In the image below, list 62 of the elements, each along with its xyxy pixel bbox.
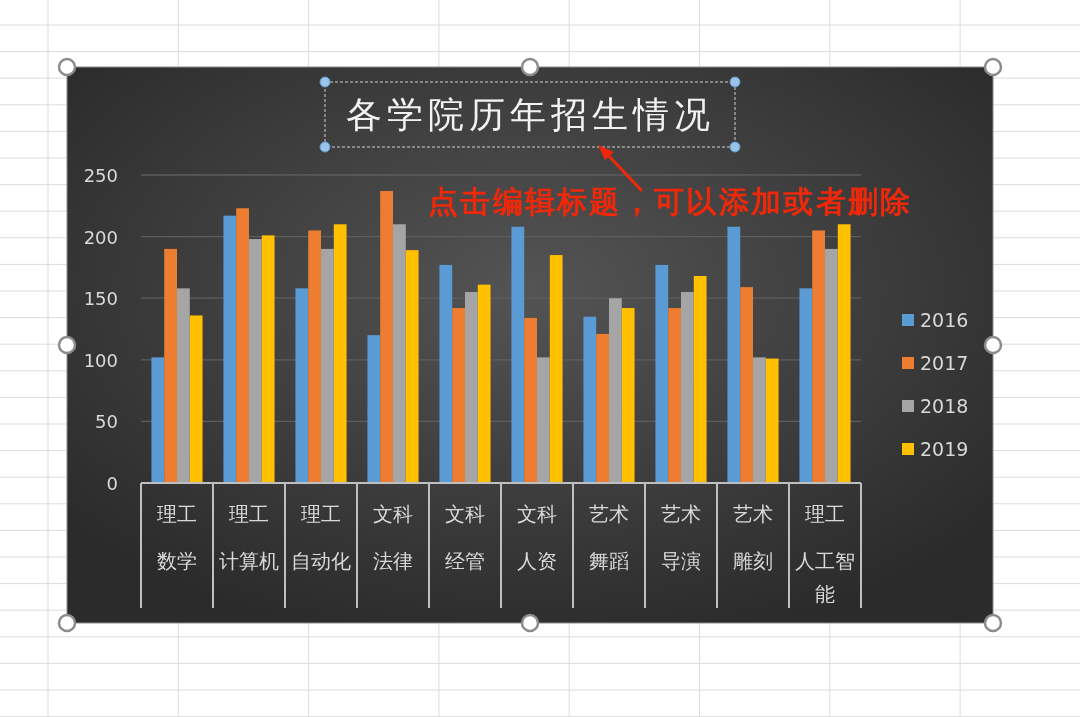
x-tick-label: 理工数学 (157, 502, 197, 573)
x-tick-label: 理工自动化 (291, 502, 351, 573)
x-tick-label: 艺术舞蹈 (589, 502, 629, 573)
legend-label: 2019 (920, 438, 969, 460)
legend-label: 2017 (920, 352, 969, 374)
bar (333, 224, 347, 483)
bar (177, 288, 190, 483)
bar (164, 248, 177, 483)
bar (609, 298, 622, 483)
bar (189, 315, 203, 483)
bar (753, 357, 766, 483)
bar (740, 287, 753, 483)
y-tick-label: 150 (83, 287, 118, 309)
annotation: 点击编辑标题，可以添加或者删除 (428, 183, 913, 219)
x-tick-label: 文科法律 (373, 502, 413, 573)
bar (837, 224, 851, 483)
legend-label: 2018 (920, 395, 969, 417)
bar (693, 276, 707, 483)
bar (812, 230, 825, 483)
bar (477, 284, 491, 483)
x-tick-label: 文科经管 (445, 502, 485, 573)
bar (295, 288, 309, 483)
x-tick-label: 艺术导演 (661, 502, 701, 573)
bar (249, 239, 262, 483)
x-tick-label: 理工计算机 (219, 502, 279, 573)
bar (380, 191, 393, 483)
bar (439, 264, 453, 483)
bar (799, 288, 813, 483)
bar (261, 235, 275, 483)
bar (308, 230, 321, 483)
y-tick-label: 200 (83, 226, 118, 248)
bar (765, 358, 779, 483)
bar (727, 226, 741, 483)
bar (223, 215, 237, 483)
y-tick-label: 250 (83, 164, 118, 186)
bar (537, 357, 550, 483)
bar (524, 317, 537, 483)
bar (367, 335, 381, 483)
bar (452, 308, 465, 483)
bar (465, 292, 478, 483)
y-tick-label: 50 (95, 410, 118, 432)
bar (621, 308, 635, 483)
bar (393, 224, 406, 483)
bar (681, 292, 694, 483)
chart-title: 各学院历年招生情况 (345, 93, 715, 135)
bar (668, 308, 681, 483)
bar (151, 357, 165, 483)
bar (321, 248, 334, 483)
x-tick-label: 理工人工智能 (795, 502, 855, 606)
x-tick-label: 艺术雕刻 (733, 502, 773, 573)
bar (511, 226, 525, 483)
y-tick-label: 100 (83, 349, 118, 371)
legend-label: 2016 (920, 309, 969, 331)
bar (405, 250, 419, 483)
bar (655, 264, 669, 483)
x-tick-label: 文科人资 (517, 502, 557, 573)
bar (549, 255, 563, 483)
bar (825, 248, 838, 483)
bar (596, 333, 609, 483)
bar (583, 316, 597, 483)
y-tick-label: 0 (106, 472, 118, 494)
bar (236, 208, 249, 483)
